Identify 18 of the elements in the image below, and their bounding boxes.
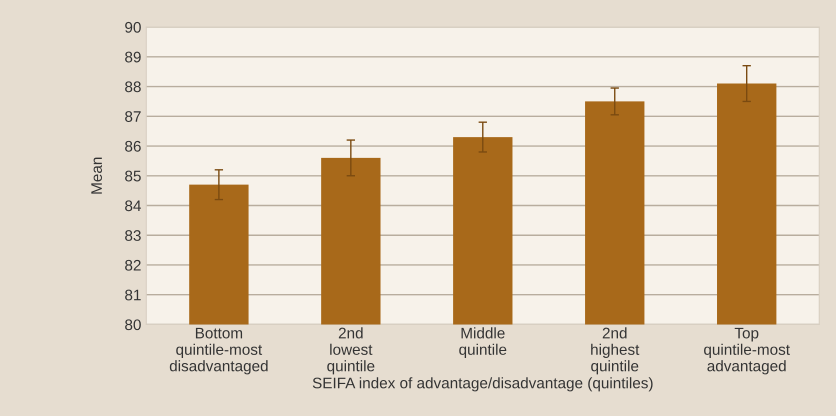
x-tick-label: 2nd lowest quintile	[327, 327, 374, 374]
y-tick-label: 80	[125, 319, 141, 330]
y-axis-title: Mean	[91, 158, 102, 194]
y-tick-label: 88	[125, 81, 141, 92]
y-tick-label: 82	[125, 260, 141, 271]
y-tick-label: 85	[125, 170, 141, 182]
y-tick-label: 86	[125, 140, 141, 152]
y-tick-label: 90	[125, 22, 141, 33]
y-tick-label: 89	[125, 52, 141, 62]
y-tick-label: 83	[125, 230, 141, 241]
y-tick-label: 84	[125, 200, 141, 212]
x-axis-title: SEIFA index of advantage/disadvantage (quintiles)	[312, 377, 653, 392]
x-tick-label: Middle quintile	[459, 327, 506, 358]
x-tick-label: Bottom quintile-most disadvantaged	[170, 328, 268, 374]
x-tick-label: Top quintile-most advantaged	[704, 328, 790, 374]
y-tick-label: 87	[125, 111, 141, 122]
x-tick-label: 2nd highest quintile	[591, 327, 640, 374]
y-tick-label: 81	[125, 290, 141, 300]
